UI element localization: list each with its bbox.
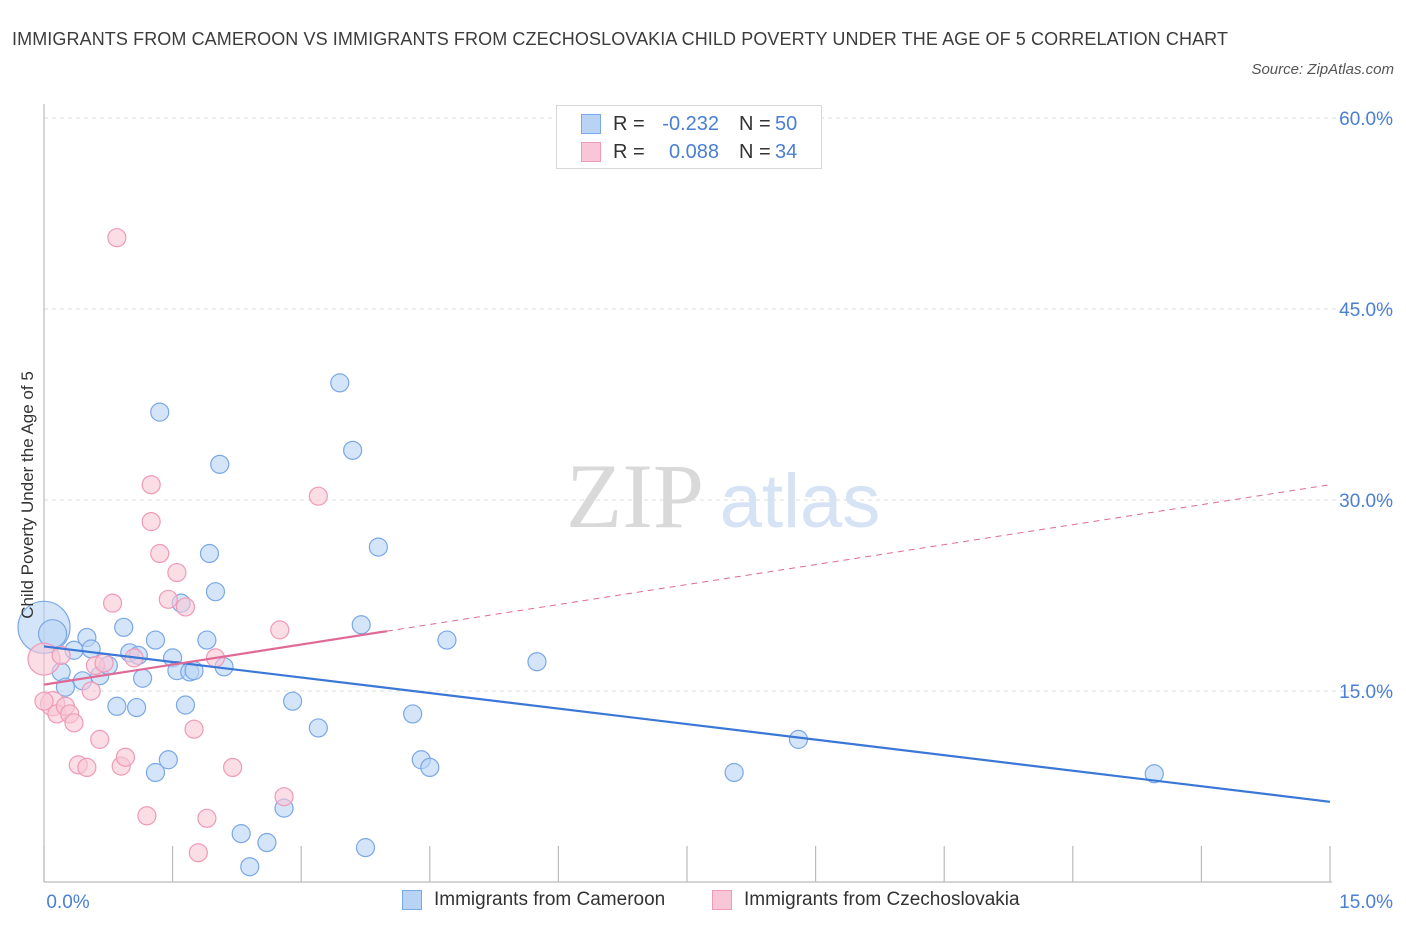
legend-row-czechoslovakia: R = 0.088 N = 34 [581,139,797,165]
x-tick-label: 15.0% [1339,892,1393,913]
point-cameroon [240,857,260,877]
point-czechoslovakia [223,757,243,778]
point-cameroon [145,630,166,650]
point-cameroon [1144,764,1164,784]
n-value: 34 [775,140,798,163]
point-cameroon [158,750,178,770]
y-tick-label: 15.0% [1339,682,1393,703]
point-cameroon [126,697,147,718]
tick-labels: 15.0% 30.0% 45.0% 60.0% 0.0% 15.0% [46,109,1393,913]
point-cameroon [527,652,547,672]
point-cameroon [355,838,376,858]
y-tick-label: 30.0% [1339,491,1393,512]
chart-title: IMMIGRANTS FROM CAMEROON VS IMMIGRANTS F… [12,29,1229,49]
point-czechoslovakia [175,597,196,617]
trend-line-czechoslovakia-dashed [386,484,1331,632]
r-label: R = [613,140,645,163]
n-label: N = [739,140,771,163]
point-cameroon [257,832,277,853]
trend-line-czechoslovakia [43,630,388,686]
point-czechoslovakia [102,593,123,613]
legend-item-czechoslovakia: Immigrants from Czechoslovakia [712,889,1020,911]
point-cameroon [205,582,226,602]
point-cameroon [351,615,371,635]
point-czechoslovakia [184,719,204,739]
y-tick-label: 45.0% [1339,300,1393,321]
point-cameroon [210,454,230,474]
legend-swatch-blue [402,890,422,910]
point-cameroon [197,630,217,650]
point-czechoslovakia [167,562,187,583]
point-cameroon [81,639,101,659]
point-czechoslovakia [77,757,97,778]
y-axis-label: Child Poverty Under the Age of 5 [18,371,37,619]
point-cameroon [403,704,423,724]
point-czechoslovakia [197,808,217,828]
point-cameroon [199,543,220,564]
trend-lines [43,484,1331,803]
source-label: Source: ZipAtlas.com [1251,61,1394,78]
point-cameroon [343,440,363,460]
point-cameroon [420,757,440,778]
stats-legend: R = -0.232 N = 50 R = 0.088 N = 34 [556,105,822,169]
data-points [17,228,1164,877]
grid-lines [44,117,1395,692]
legend-swatch-pink [712,890,732,910]
axes [43,104,1332,883]
point-cameroon [107,696,127,716]
point-cameroon [724,762,744,783]
point-czechoslovakia [274,787,294,807]
point-czechoslovakia [94,653,114,673]
r-value: 0.088 [668,140,719,163]
legend-item-cameroon: Immigrants from Cameroon [402,889,665,911]
n-label: N = [739,112,771,135]
point-cameroon [368,537,388,557]
legend-swatch-blue [581,114,601,134]
point-czechoslovakia [141,512,161,532]
point-czechoslovakia [81,681,101,701]
legend-label: Immigrants from Czechoslovakia [744,889,1020,910]
point-czechoslovakia [188,843,208,863]
point-cameroon [308,718,328,738]
point-cameroon [114,617,134,637]
point-czechoslovakia [158,589,178,609]
watermark-atlas: atlas [720,459,881,544]
n-value: 50 [775,112,798,135]
point-czechoslovakia [34,691,54,711]
point-czechoslovakia [107,228,127,248]
legend-row-cameroon: R = -0.232 N = 50 [581,111,797,137]
point-czechoslovakia [150,543,170,564]
point-czechoslovakia [64,713,84,733]
point-czechoslovakia [115,747,136,767]
point-czechoslovakia [141,475,161,495]
point-cameroon [330,373,350,393]
x-tick-label: 0.0% [46,892,89,913]
legend-label: Immigrants from Cameroon [434,889,666,910]
legend-swatch-pink [581,142,601,162]
point-cameroon [175,695,196,715]
point-cameroon [132,668,153,688]
trend-line-cameroon [43,645,1331,803]
r-label: R = [613,112,645,135]
point-czechoslovakia [137,806,157,826]
point-cameroon [283,691,303,711]
point-czechoslovakia [90,729,110,749]
point-cameroon [150,402,170,422]
point-cameroon [437,630,457,650]
point-cameroon [145,762,166,783]
point-czechoslovakia [308,486,328,506]
point-cameroon [231,824,251,844]
r-value: -0.232 [662,112,719,135]
y-tick-label: 60.0% [1339,109,1393,130]
point-czechoslovakia [270,620,290,640]
watermark-zip: ZIP [566,445,704,547]
point-czechoslovakia [51,645,71,665]
